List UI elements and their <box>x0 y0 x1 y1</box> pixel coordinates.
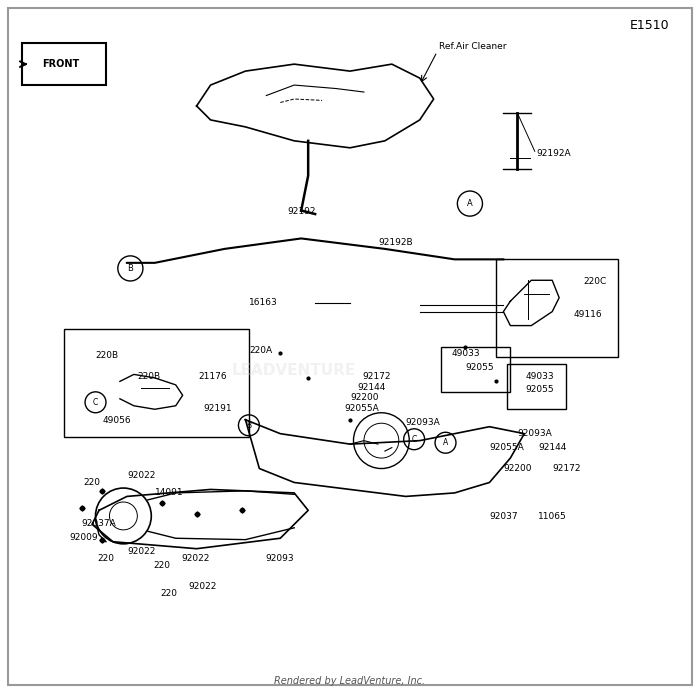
Text: 16163: 16163 <box>249 298 278 307</box>
Text: 92055A: 92055A <box>344 404 379 413</box>
Text: 92144: 92144 <box>538 442 566 452</box>
Bar <box>64 329 249 438</box>
Text: 49056: 49056 <box>102 416 131 425</box>
Text: 92093A: 92093A <box>406 419 440 427</box>
Text: 14091: 14091 <box>155 488 183 497</box>
Bar <box>440 346 510 392</box>
Text: A: A <box>443 438 448 447</box>
Text: 92200: 92200 <box>503 463 532 473</box>
Bar <box>496 260 618 357</box>
Text: 220: 220 <box>84 478 101 487</box>
Text: FRONT: FRONT <box>42 59 79 69</box>
Text: 49033: 49033 <box>451 349 480 358</box>
Bar <box>507 364 566 409</box>
Text: E1510: E1510 <box>630 20 670 32</box>
Text: 92191: 92191 <box>204 405 232 414</box>
Text: 92192A: 92192A <box>537 149 571 158</box>
Text: 92172: 92172 <box>552 463 581 473</box>
Text: 92022: 92022 <box>127 547 155 556</box>
Text: 92093: 92093 <box>265 554 293 564</box>
FancyBboxPatch shape <box>22 43 106 85</box>
Text: 92144: 92144 <box>357 383 385 392</box>
Text: C: C <box>93 398 98 407</box>
Text: 92192B: 92192B <box>378 239 412 247</box>
Text: B: B <box>127 264 133 273</box>
Text: 92022: 92022 <box>188 582 216 591</box>
Text: 92037: 92037 <box>489 512 518 521</box>
Text: LEADVENTURE: LEADVENTURE <box>232 363 356 379</box>
Text: 11065: 11065 <box>538 512 567 521</box>
Text: 92022: 92022 <box>127 470 155 480</box>
Text: 92055: 92055 <box>526 385 554 394</box>
Text: 220B: 220B <box>95 351 118 360</box>
Text: 92172: 92172 <box>363 372 391 382</box>
Text: 92022: 92022 <box>181 554 209 564</box>
Text: 49033: 49033 <box>526 372 554 382</box>
Text: 92055A: 92055A <box>489 442 524 452</box>
Text: 92009: 92009 <box>70 533 98 542</box>
Text: 92093A: 92093A <box>517 429 552 438</box>
Text: 92192: 92192 <box>287 207 316 216</box>
Text: 220B: 220B <box>137 372 160 382</box>
Text: C: C <box>412 435 416 444</box>
Text: Ref.Air Cleaner: Ref.Air Cleaner <box>439 42 507 51</box>
Text: 92200: 92200 <box>350 393 379 402</box>
Text: 92055: 92055 <box>465 363 493 372</box>
Text: 220C: 220C <box>584 276 607 286</box>
Text: 220: 220 <box>153 561 170 570</box>
Text: 220: 220 <box>97 554 115 564</box>
Text: 21176: 21176 <box>198 372 227 382</box>
Text: B: B <box>246 421 251 430</box>
Text: Rendered by LeadVenture, Inc.: Rendered by LeadVenture, Inc. <box>274 676 426 686</box>
Text: 92037A: 92037A <box>82 519 116 528</box>
Text: 220A: 220A <box>249 346 272 355</box>
Text: A: A <box>467 199 473 208</box>
Text: 220: 220 <box>160 589 177 598</box>
Text: 49116: 49116 <box>573 309 602 318</box>
